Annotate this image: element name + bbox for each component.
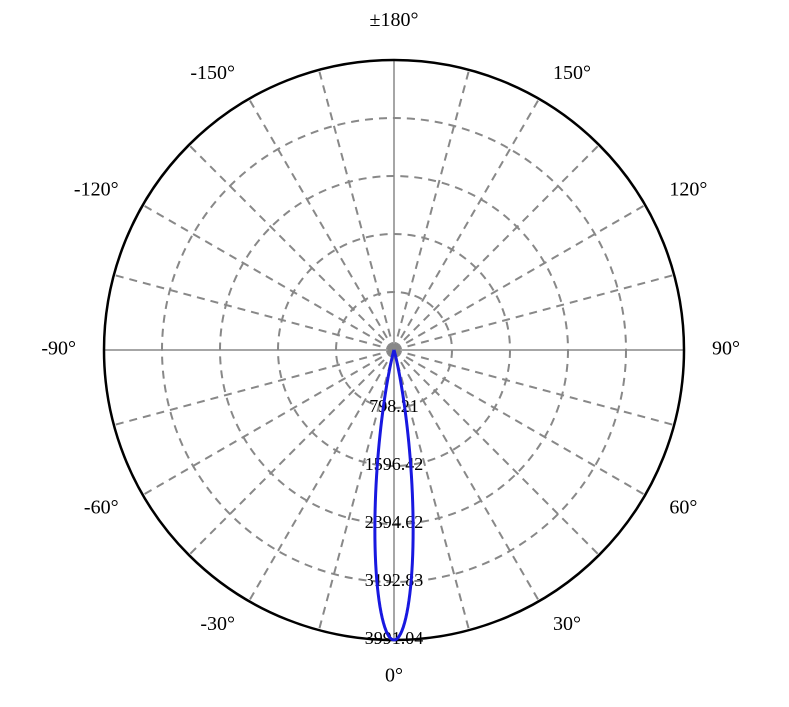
polar-chart: 0° 30° 60° 90° 120° 150° ±180° -150° -120° -90° -6…	[0, 0, 789, 707]
radial-tick-label: 3991.04	[365, 628, 424, 648]
angle-tick-label: -90°	[41, 338, 76, 360]
angle-tick-label: -150°	[190, 62, 235, 84]
angle-tick-label: -60°	[84, 497, 119, 519]
angle-tick-label: 30°	[553, 613, 581, 635]
angle-tick-label: ±180°	[370, 9, 419, 31]
angle-tick-label: -30°	[200, 613, 235, 635]
angle-tick-label: 150°	[553, 62, 591, 84]
angle-tick-label: 0°	[385, 665, 403, 687]
radial-tick-label: 798.21	[369, 396, 419, 416]
angle-tick-label: 60°	[669, 497, 697, 519]
radial-tick-label: 3192.83	[365, 570, 424, 590]
angle-tick-label: 120°	[669, 179, 707, 201]
radial-tick-label: 1596.42	[365, 454, 424, 474]
angle-tick-label: 90°	[712, 338, 740, 360]
angle-tick-label: -120°	[74, 179, 119, 201]
